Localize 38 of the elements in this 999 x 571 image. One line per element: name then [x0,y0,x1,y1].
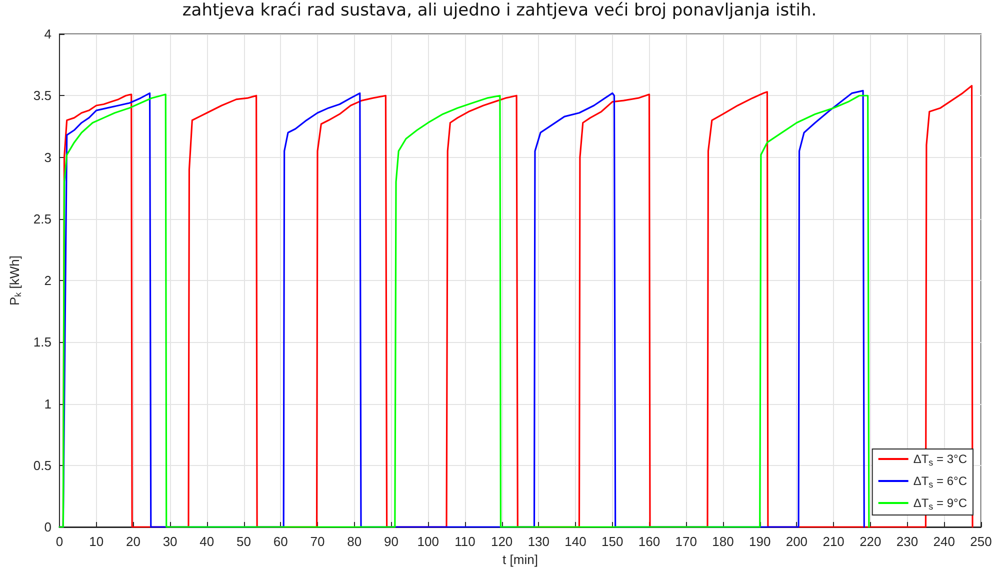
x-tick-label: 70 [310,534,325,549]
x-tick-label: 140 [564,534,586,549]
x-tick-label: 0 [56,534,64,549]
x-tick-label: 220 [860,534,882,549]
x-tick-label: 100 [417,534,439,549]
x-tick-label: 90 [384,534,398,549]
x-tick-label: 120 [490,534,513,549]
x-tick-label: 110 [454,534,476,549]
x-tick-label: 170 [675,534,697,549]
x-tick-label: 150 [602,534,624,549]
y-tick-label: 3.5 [33,88,52,104]
y-tick-label: 1 [44,396,52,412]
y-tick-label: 2 [44,273,52,288]
y-tick-label: 2.5 [33,211,52,226]
x-tick-label: 180 [712,534,734,549]
x-tick-label: 160 [638,534,660,549]
y-axis-title: Pk [kWh] [7,255,23,306]
x-tick-label: 20 [126,534,140,549]
y-tick-label: 0.5 [33,458,52,473]
y-tick-label: 0 [44,520,52,534]
x-tick-label: 210 [822,534,844,549]
y-tick-label: 4 [44,26,52,42]
x-tick-label: 50 [236,534,252,549]
x-tick-label: 130 [528,534,550,549]
x-tick-label: 230 [896,534,918,549]
text: zahtjeva kraći rad sustava, ali ujedno i zahtjeva veći broj ponavljanja istih. [182,0,817,20]
y-tick-label: 3 [44,150,52,165]
x-tick-label: 40 [200,534,214,549]
x-tick-label: 190 [748,534,771,549]
x-tick-label: 80 [347,534,362,549]
x-axis-title: t [min] [502,552,538,567]
x-tick-label: 200 [786,534,808,549]
y-tick-label: 1.5 [33,334,52,350]
x-tick-label: 10 [89,534,104,549]
x-tick-label: 250 [970,534,992,549]
x-tick-label: 60 [273,534,288,549]
x-tick-label: 30 [162,534,178,549]
x-tick-label: 240 [933,534,955,549]
